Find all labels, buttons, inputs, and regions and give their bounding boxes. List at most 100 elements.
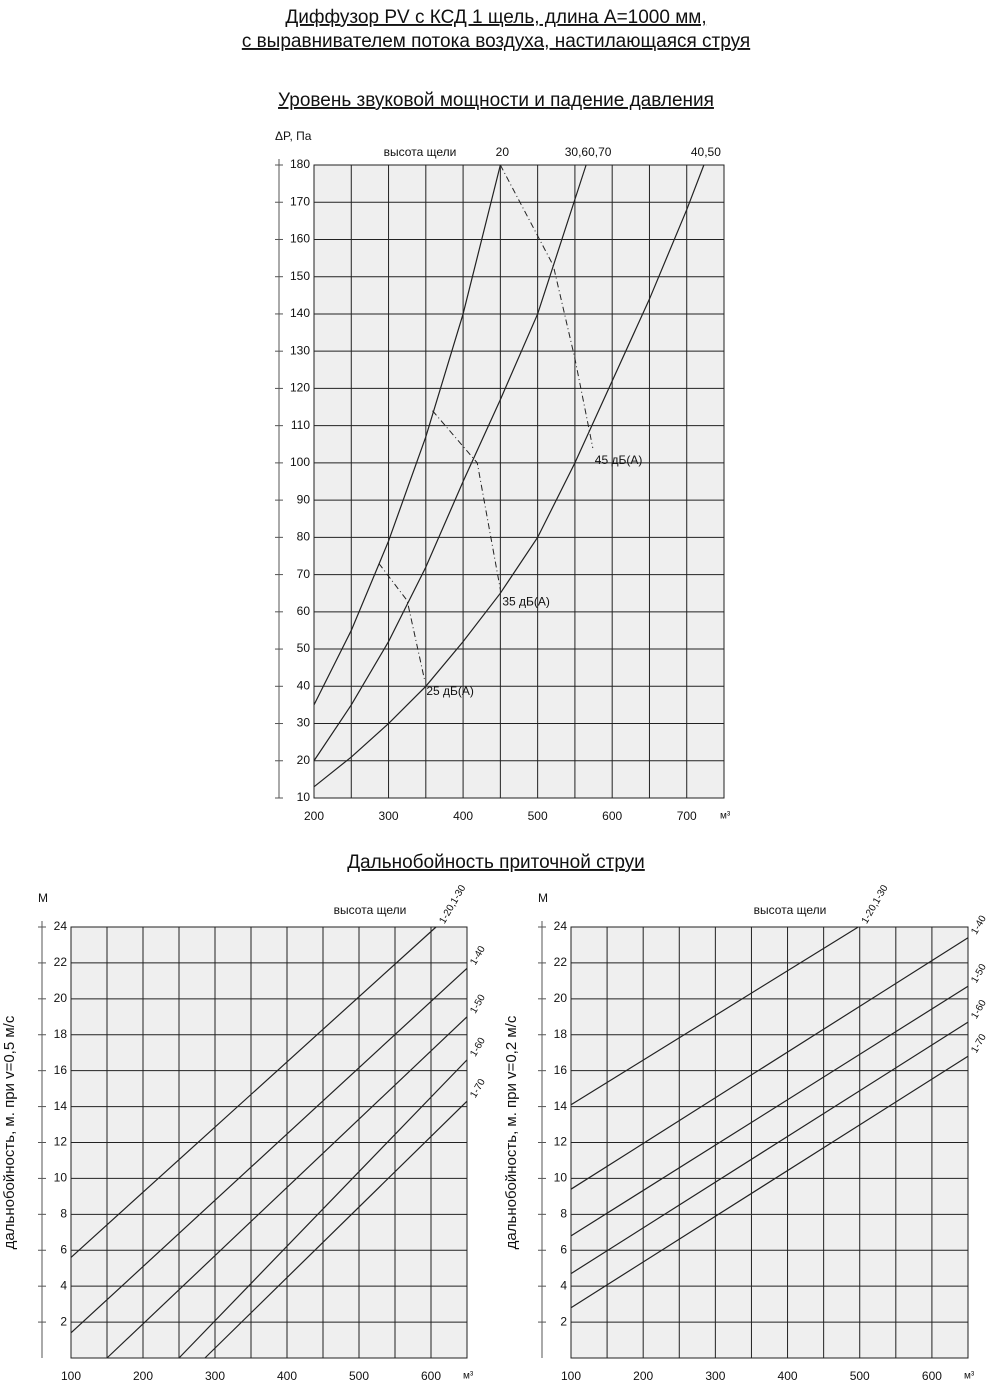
y-tick-label: 4 xyxy=(60,1278,67,1292)
series-label: 1-20,1-30 xyxy=(860,883,891,926)
data-line xyxy=(204,1100,468,1359)
y-tick-label: 2 xyxy=(560,1314,567,1328)
y-tick-label: 6 xyxy=(60,1242,67,1256)
y-tick-label: 16 xyxy=(54,1063,68,1077)
y-tick-label: 130 xyxy=(290,343,310,357)
y-tick-label: 10 xyxy=(554,1171,568,1185)
x-tick-label: 500 xyxy=(850,1369,870,1381)
y-tick-label: 8 xyxy=(60,1207,67,1221)
y-tick-label: 150 xyxy=(290,269,310,283)
y-tick-label: 110 xyxy=(291,418,310,432)
series-label: 30,60,70 xyxy=(565,145,612,159)
y-tick-label: 8 xyxy=(560,1207,567,1221)
y-tick-label: 10 xyxy=(54,1171,68,1185)
x-tick-label: 600 xyxy=(602,809,622,823)
y-tick-label: 6 xyxy=(560,1242,567,1256)
y-tick-label: 14 xyxy=(554,1099,568,1113)
x-tick-label: 400 xyxy=(453,809,473,823)
data-line xyxy=(106,1016,468,1359)
y-tick-label: 12 xyxy=(54,1135,68,1149)
y-axis-label: дальнобойность, м. при v=0,2 м/с xyxy=(503,1015,520,1249)
y-unit: М xyxy=(38,891,48,905)
annotation: высота щели xyxy=(754,903,827,917)
series-label: 20 xyxy=(496,145,510,159)
chart-title: Уровень звуковой мощности и падение давл… xyxy=(278,90,714,111)
y-tick-label: 18 xyxy=(54,1027,68,1041)
y-tick-label: 70 xyxy=(297,567,311,581)
y-tick-label: 20 xyxy=(554,991,568,1005)
y-tick-label: 4 xyxy=(560,1278,567,1292)
x-tick-label: 400 xyxy=(778,1369,798,1381)
series-label: 1-70 xyxy=(468,1077,488,1100)
series-label: 25 дБ(А) xyxy=(426,684,474,698)
y-tick-label: 16 xyxy=(554,1063,568,1077)
y-tick-label: 18 xyxy=(554,1027,568,1041)
y-tick-label: 160 xyxy=(290,232,310,246)
data-line xyxy=(70,967,468,1334)
page-title-line: с выравнивателем потока воздуха, настила… xyxy=(242,31,750,52)
x-tick-label: 700 xyxy=(677,809,697,823)
y-tick-label: 40 xyxy=(297,678,311,692)
series-label: 1-70 xyxy=(969,1032,989,1055)
data-line xyxy=(570,1021,969,1275)
data-line xyxy=(570,926,859,1106)
x-unit: м³ xyxy=(964,1371,975,1381)
data-line xyxy=(178,1059,468,1359)
series-label: 1-50 xyxy=(969,962,989,985)
series-label: 1-50 xyxy=(468,992,488,1015)
y-tick-label: 10 xyxy=(297,790,311,804)
data-line xyxy=(570,937,969,1190)
x-tick-label: 600 xyxy=(421,1369,441,1381)
y-tick-label: 140 xyxy=(290,306,310,320)
x-tick-label: 100 xyxy=(561,1369,581,1381)
annotation: высота щели xyxy=(384,145,457,159)
y-tick-label: 170 xyxy=(290,194,310,208)
y-tick-label: 22 xyxy=(54,955,68,969)
data-line xyxy=(570,1055,969,1309)
x-tick-label: 500 xyxy=(349,1369,369,1381)
y-unit: М xyxy=(538,891,548,905)
series-label: 45 дБ(А) xyxy=(595,453,643,467)
series-label: 40,50 xyxy=(691,145,721,159)
y-tick-label: 90 xyxy=(297,492,311,506)
y-tick-label: 180 xyxy=(290,157,310,171)
y-tick-label: 50 xyxy=(297,641,311,655)
data-line xyxy=(378,563,425,679)
x-tick-label: 300 xyxy=(705,1369,725,1381)
y-tick-label: 20 xyxy=(54,991,68,1005)
data-line xyxy=(70,926,437,1258)
data-line xyxy=(570,985,969,1237)
series-label: 1-40 xyxy=(969,913,989,936)
data-line xyxy=(313,164,501,706)
y-tick-label: 60 xyxy=(297,604,311,618)
x-tick-label: 300 xyxy=(205,1369,225,1381)
series-label: 1-20,1-30 xyxy=(437,883,468,926)
plot-area xyxy=(313,164,725,799)
x-tick-label: 400 xyxy=(277,1369,297,1381)
series-label: 1-60 xyxy=(468,1035,488,1058)
y-tick-label: 30 xyxy=(297,716,311,730)
series-label: 1-60 xyxy=(969,998,989,1021)
chart-title: Дальнобойность приточной струи xyxy=(347,852,645,873)
page-title-line: Диффузор PV с КСД 1 щель, длина А=1000 м… xyxy=(285,7,706,28)
y-tick-label: 120 xyxy=(290,381,310,395)
y-tick-label: 12 xyxy=(554,1135,568,1149)
y-tick-label: 24 xyxy=(54,919,68,933)
y-tick-label: 24 xyxy=(554,919,568,933)
y-tick-label: 80 xyxy=(297,530,311,544)
x-tick-label: 200 xyxy=(304,809,324,823)
data-line xyxy=(313,164,705,788)
y-unit: ΔP, Па xyxy=(275,129,312,143)
series-label: 35 дБ(А) xyxy=(502,595,550,609)
series-label: 1-40 xyxy=(468,944,488,967)
x-tick-label: 300 xyxy=(379,809,399,823)
y-axis-label: дальнобойность, м. при v=0,5 м/с xyxy=(1,1015,18,1249)
data-line xyxy=(432,410,501,590)
data-line xyxy=(313,164,587,762)
data-line xyxy=(499,164,594,449)
x-tick-label: 500 xyxy=(528,809,548,823)
x-unit: м³ xyxy=(720,811,731,822)
x-tick-label: 600 xyxy=(922,1369,942,1381)
y-tick-label: 20 xyxy=(297,753,311,767)
